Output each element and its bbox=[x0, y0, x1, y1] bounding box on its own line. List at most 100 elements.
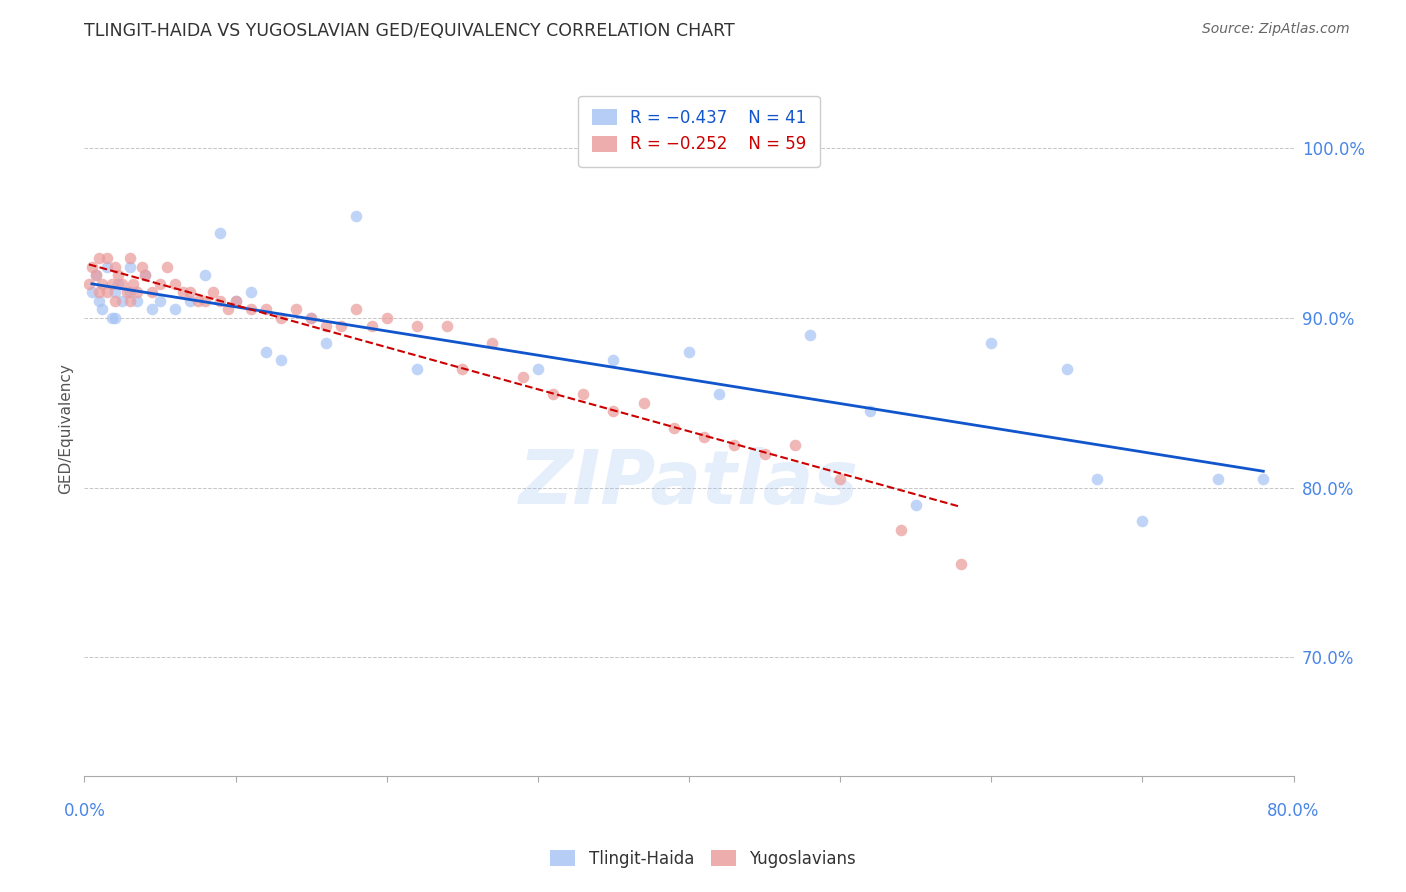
Point bbox=[91, 277, 114, 291]
Point bbox=[96, 260, 118, 274]
Point bbox=[723, 438, 745, 452]
Point bbox=[104, 293, 127, 308]
Point bbox=[346, 302, 368, 317]
Text: 0.0%: 0.0% bbox=[63, 802, 105, 820]
Point bbox=[134, 268, 156, 283]
Point bbox=[225, 293, 247, 308]
Point bbox=[121, 277, 143, 291]
Point bbox=[254, 302, 277, 317]
Point bbox=[239, 285, 262, 300]
Point bbox=[1132, 515, 1154, 529]
Point bbox=[375, 310, 398, 325]
Point bbox=[315, 319, 337, 334]
Point bbox=[134, 268, 156, 283]
Point bbox=[187, 293, 209, 308]
Point bbox=[285, 302, 308, 317]
Point bbox=[451, 361, 474, 376]
Point bbox=[80, 285, 103, 300]
Point bbox=[141, 302, 163, 317]
Point bbox=[709, 387, 731, 401]
Point bbox=[96, 252, 118, 266]
Text: TLINGIT-HAIDA VS YUGOSLAVIAN GED/EQUIVALENCY CORRELATION CHART: TLINGIT-HAIDA VS YUGOSLAVIAN GED/EQUIVAL… bbox=[84, 22, 735, 40]
Point bbox=[481, 336, 503, 351]
Point bbox=[104, 260, 127, 274]
Point bbox=[209, 226, 232, 240]
Point bbox=[693, 430, 716, 444]
Point bbox=[179, 293, 201, 308]
Point bbox=[406, 361, 429, 376]
Text: Source: ZipAtlas.com: Source: ZipAtlas.com bbox=[1202, 22, 1350, 37]
Legend: Tlingit-Haida, Yugoslavians: Tlingit-Haida, Yugoslavians bbox=[544, 844, 862, 875]
Point bbox=[115, 285, 138, 300]
Point bbox=[201, 285, 224, 300]
Legend: R = −0.437    N = 41, R = −0.252    N = 59: R = −0.437 N = 41, R = −0.252 N = 59 bbox=[578, 95, 820, 167]
Point bbox=[172, 285, 194, 300]
Point bbox=[118, 260, 141, 274]
Point bbox=[91, 302, 114, 317]
Point bbox=[111, 277, 134, 291]
Point bbox=[572, 387, 595, 401]
Point bbox=[104, 310, 127, 325]
Point bbox=[156, 260, 179, 274]
Point bbox=[1085, 472, 1108, 486]
Point bbox=[527, 361, 550, 376]
Point bbox=[225, 293, 247, 308]
Point bbox=[107, 268, 129, 283]
Point bbox=[100, 310, 122, 325]
Point bbox=[149, 293, 172, 308]
Point bbox=[77, 277, 100, 291]
Point bbox=[512, 370, 534, 384]
Point bbox=[100, 277, 122, 291]
Point bbox=[149, 277, 172, 291]
Point bbox=[254, 344, 277, 359]
Point bbox=[1253, 472, 1275, 486]
Point bbox=[194, 293, 217, 308]
Point bbox=[315, 336, 337, 351]
Point bbox=[107, 277, 129, 291]
Point bbox=[678, 344, 700, 359]
Point bbox=[127, 293, 149, 308]
Point bbox=[179, 285, 201, 300]
Point bbox=[950, 557, 973, 571]
Point bbox=[209, 293, 232, 308]
Point bbox=[783, 438, 806, 452]
Point bbox=[436, 319, 458, 334]
Point bbox=[165, 302, 187, 317]
Point bbox=[346, 209, 368, 223]
Point bbox=[799, 327, 821, 342]
Point bbox=[239, 302, 262, 317]
Point bbox=[602, 353, 624, 368]
Point bbox=[633, 395, 655, 409]
Point bbox=[662, 421, 685, 435]
Point bbox=[118, 293, 141, 308]
Point bbox=[118, 285, 141, 300]
Point bbox=[754, 447, 776, 461]
Point bbox=[104, 285, 127, 300]
Text: ZIPatlas: ZIPatlas bbox=[519, 447, 859, 520]
Point bbox=[111, 293, 134, 308]
Point bbox=[131, 260, 153, 274]
Point bbox=[194, 268, 217, 283]
Point bbox=[86, 268, 108, 283]
Point bbox=[127, 285, 149, 300]
Point bbox=[904, 498, 927, 512]
Point bbox=[299, 310, 322, 325]
Point bbox=[118, 252, 141, 266]
Point bbox=[89, 285, 111, 300]
Y-axis label: GED/Equivalency: GED/Equivalency bbox=[58, 363, 73, 493]
Point bbox=[1206, 472, 1229, 486]
Point bbox=[270, 310, 292, 325]
Point bbox=[141, 285, 163, 300]
Point bbox=[80, 260, 103, 274]
Point bbox=[830, 472, 852, 486]
Point bbox=[330, 319, 353, 334]
Point bbox=[86, 268, 108, 283]
Point bbox=[541, 387, 564, 401]
Point bbox=[270, 353, 292, 368]
Point bbox=[165, 277, 187, 291]
Point bbox=[1056, 361, 1078, 376]
Point bbox=[859, 404, 882, 418]
Point bbox=[89, 293, 111, 308]
Point bbox=[96, 285, 118, 300]
Text: 80.0%: 80.0% bbox=[1267, 802, 1320, 820]
